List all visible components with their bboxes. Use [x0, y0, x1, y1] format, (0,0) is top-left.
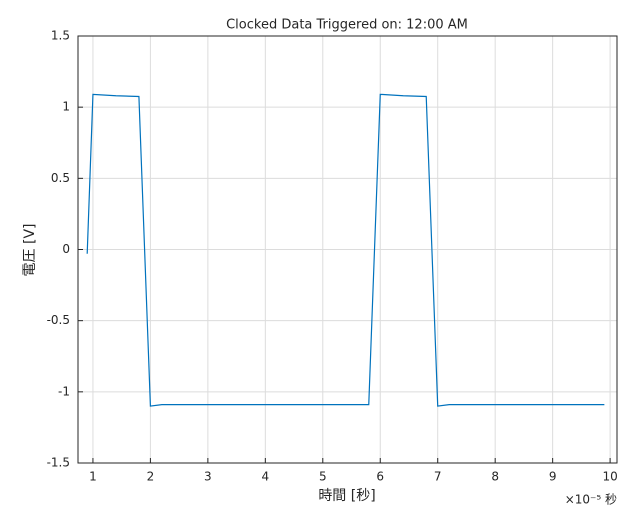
chart-title: Clocked Data Triggered on: 12:00 AM	[226, 18, 468, 33]
x-tick-label: 7	[434, 470, 442, 484]
data-line	[86, 93, 605, 407]
x-tick-label: 10	[602, 470, 617, 484]
y-tick-label: 1	[62, 100, 70, 114]
x-tick-label: 1	[89, 470, 97, 484]
x-multiplier: ×10⁻⁵ 秒	[565, 493, 617, 507]
x-tick-label: 6	[376, 470, 384, 484]
x-tick-label: 9	[549, 470, 557, 484]
y-tick-label: 0.5	[51, 171, 70, 185]
x-tick-label: 3	[204, 470, 212, 484]
y-tick-label: 0	[62, 242, 70, 256]
x-tick-label: 5	[319, 470, 327, 484]
x-tick-label: 4	[262, 470, 270, 484]
x-tick-label: 8	[491, 470, 499, 484]
y-tick-label: -1	[58, 384, 70, 398]
y-tick-label: -1.5	[47, 456, 70, 470]
y-tick-label: 1.5	[51, 29, 70, 43]
y-axis-label: 電圧 [V]	[22, 224, 38, 277]
plot-frame	[77, 35, 618, 464]
y-tick-label: -0.5	[47, 313, 70, 327]
x-tick-label: 2	[147, 470, 155, 484]
x-axis-label: 時間 [秒]	[318, 488, 375, 504]
